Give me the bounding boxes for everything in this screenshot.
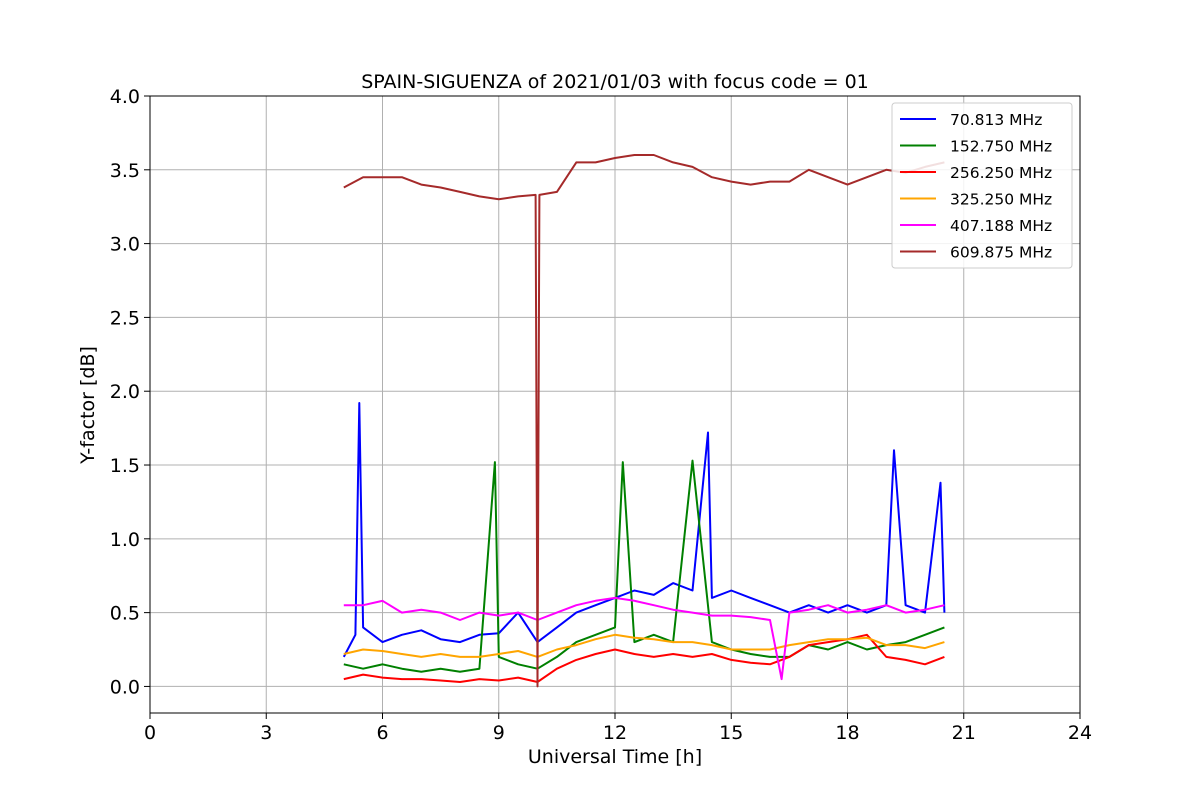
y-tick-label: 1.0 [110, 529, 140, 551]
legend-label: 256.250 MHz [950, 164, 1052, 182]
y-axis: 0.0 0.5 1.0 1.5 2.0 2.5 3.0 3.5 4.0 [110, 86, 150, 698]
x-tick-label: 12 [603, 722, 627, 744]
legend: 70.813 MHz 152.750 MHz 256.250 MHz 325.250 … [891, 102, 1073, 269]
y-tick-label: 2.5 [110, 307, 140, 329]
plot-area [342, 154, 946, 688]
y-tick-label: 0.0 [110, 676, 140, 698]
y-tick-label: 3.0 [110, 234, 140, 256]
x-tick-label: 3 [260, 722, 272, 744]
y-axis-label: Y-factor [dB] [77, 346, 99, 465]
series-line-5 [343, 154, 945, 688]
y-tick-label: 1.5 [110, 455, 140, 477]
x-tick-label: 24 [1068, 722, 1092, 744]
x-axis-label: Universal Time [h] [528, 746, 702, 768]
y-tick-label: 3.5 [110, 160, 140, 182]
x-tick-label: 18 [835, 722, 859, 744]
series-line-3 [343, 633, 945, 658]
series-layer [342, 154, 946, 688]
legend-label: 152.750 MHz [950, 138, 1052, 156]
x-tick-label: 6 [376, 722, 388, 744]
legend-label: 325.250 MHz [950, 191, 1052, 209]
legend-label: 609.875 MHz [950, 244, 1052, 262]
chart-title: SPAIN-SIGUENZA of 2021/01/03 with focus … [361, 71, 869, 93]
x-tick-label: 15 [719, 722, 743, 744]
legend-label: 70.813 MHz [950, 111, 1042, 129]
x-tick-label: 21 [952, 722, 976, 744]
y-tick-label: 2.0 [110, 381, 140, 403]
y-tick-label: 0.5 [110, 603, 140, 625]
series-line-1 [343, 459, 945, 673]
series-line-4 [343, 596, 945, 681]
x-axis: 0 3 6 9 12 15 18 21 24 [144, 713, 1092, 744]
legend-label: 407.188 MHz [950, 217, 1052, 235]
legend-box [891, 102, 1073, 269]
x-tick-label: 9 [493, 722, 505, 744]
y-tick-label: 4.0 [110, 86, 140, 108]
series-line-0 [342, 402, 946, 658]
x-tick-label: 0 [144, 722, 156, 744]
